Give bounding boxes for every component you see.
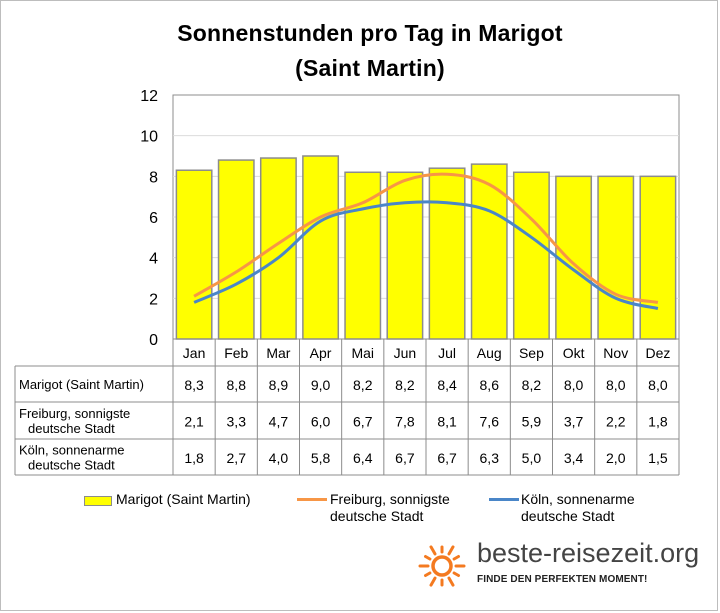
- legend-swatch-freiburg: [297, 498, 327, 501]
- table-cell: 8,0: [648, 377, 668, 393]
- y-tick-label: 4: [149, 251, 158, 268]
- x-tick-label: Sep: [519, 345, 544, 361]
- line-koeln: [193, 200, 659, 310]
- table-cell: 1,5: [648, 450, 668, 466]
- chart-title-line-1: Sonnenstunden pro Tag in Marigot: [177, 20, 563, 46]
- table-cell: 8,9: [269, 377, 289, 393]
- x-tick-label: Nov: [603, 345, 628, 361]
- y-tick-label: 2: [149, 291, 158, 308]
- table-cell: 8,8: [227, 377, 247, 393]
- legend-swatch-marigot: [84, 496, 112, 506]
- y-tick-label: 8: [149, 169, 158, 186]
- bar-marigot: [217, 159, 255, 340]
- brand-name: beste-reisezeit.org: [477, 538, 700, 568]
- table-cell: 3,7: [564, 414, 584, 430]
- legend-label-freiburg-line-1: Freiburg, sonnigste: [330, 491, 450, 507]
- x-tick-label: Dez: [645, 345, 670, 361]
- table-cell: 9,0: [311, 377, 331, 393]
- bar-marigot: [386, 171, 424, 340]
- legend-label-freiburg-line-2: deutsche Stadt: [330, 508, 424, 524]
- table-cell: 8,1: [437, 414, 457, 430]
- table-cell: 2,7: [227, 450, 247, 466]
- bar-marigot: [555, 175, 593, 340]
- table-cell: 6,4: [353, 450, 373, 466]
- table-row-label: deutsche Stadt: [28, 458, 115, 473]
- bar-marigot: [428, 167, 466, 340]
- table-cell: 6,3: [480, 450, 500, 466]
- table-cell: 4,7: [269, 414, 289, 430]
- table-cell: 8,2: [522, 377, 542, 393]
- legend-label-koeln-line-1: Köln, sonnenarme: [521, 491, 635, 507]
- sun-ray: [429, 545, 437, 556]
- table-cell: 3,4: [564, 450, 584, 466]
- table-row-label: Köln, sonnenarme: [19, 443, 125, 458]
- y-tick-label: 10: [140, 129, 158, 146]
- y-tick-label: 6: [149, 210, 158, 227]
- legend-label-koeln: Köln, sonnenarme deutsche Stadt: [521, 491, 635, 525]
- bar-marigot: [597, 175, 635, 340]
- x-tick-label: Mai: [351, 345, 374, 361]
- table-cell: 6,7: [353, 414, 373, 430]
- sun-ray: [447, 576, 455, 587]
- legend-swatch-koeln: [489, 498, 519, 501]
- x-tick-label: Jun: [394, 345, 417, 361]
- y-tick-label: 12: [140, 88, 158, 105]
- table-cell: 8,4: [437, 377, 457, 393]
- sun-ray: [452, 555, 460, 561]
- table-cell: 8,6: [480, 377, 500, 393]
- legend-label-koeln-line-2: deutsche Stadt: [521, 508, 615, 524]
- x-tick-label: Aug: [477, 345, 502, 361]
- y-tick-label: 0: [149, 332, 158, 349]
- table-cell: 8,0: [564, 377, 584, 393]
- table-cell: 8,0: [606, 377, 626, 393]
- bar-marigot: [470, 163, 508, 340]
- line-freiburg: [193, 172, 659, 304]
- table-cell: 6,7: [437, 450, 457, 466]
- table-cell: 4,0: [269, 450, 289, 466]
- table-cell: 2,2: [606, 414, 626, 430]
- sun-ray: [447, 545, 455, 556]
- table-cell: 1,8: [648, 414, 668, 430]
- sun-ray: [424, 571, 432, 577]
- table-cell: 2,1: [184, 414, 204, 430]
- bar-marigot: [639, 175, 677, 340]
- table-cell: 5,8: [311, 450, 331, 466]
- table-cell: 7,6: [480, 414, 500, 430]
- bar-marigot: [344, 171, 382, 340]
- table-cell: 5,9: [522, 414, 542, 430]
- sun-ray: [424, 555, 432, 561]
- table-cell: 2,0: [606, 450, 626, 466]
- chart-title-line-2: (Saint Martin): [295, 55, 445, 81]
- bar-marigot: [512, 171, 550, 340]
- x-tick-label: Jan: [183, 345, 206, 361]
- table-row-label: Marigot (Saint Martin): [19, 377, 144, 392]
- table-cell: 5,0: [522, 450, 542, 466]
- bar-marigot: [175, 169, 213, 340]
- x-tick-label: Apr: [310, 345, 332, 361]
- sun-icon: [418, 545, 466, 587]
- table-row-label: deutsche Stadt: [28, 421, 115, 436]
- x-tick-label: Jul: [438, 345, 456, 361]
- table-row-label: Freiburg, sonnigste: [19, 406, 130, 421]
- bar-marigot: [302, 155, 340, 340]
- table-cell: 8,3: [184, 377, 204, 393]
- legend-label-freiburg: Freiburg, sonnigste deutsche Stadt: [330, 491, 450, 525]
- x-tick-label: Feb: [224, 345, 248, 361]
- x-tick-label: Okt: [563, 345, 585, 361]
- table-cell: 8,2: [353, 377, 373, 393]
- table-cell: 7,8: [395, 414, 415, 430]
- legend-label-marigot: Marigot (Saint Martin): [116, 491, 251, 507]
- sun-ray: [452, 571, 460, 577]
- x-tick-label: Mar: [266, 345, 290, 361]
- table-cell: 8,2: [395, 377, 415, 393]
- table-cell: 3,3: [227, 414, 247, 430]
- table-cell: 6,7: [395, 450, 415, 466]
- table-cell: 6,0: [311, 414, 331, 430]
- sun-ray: [429, 576, 437, 587]
- brand-tagline: FINDE DEN PERFEKTEN MOMENT!: [477, 574, 648, 585]
- table-cell: 1,8: [184, 450, 204, 466]
